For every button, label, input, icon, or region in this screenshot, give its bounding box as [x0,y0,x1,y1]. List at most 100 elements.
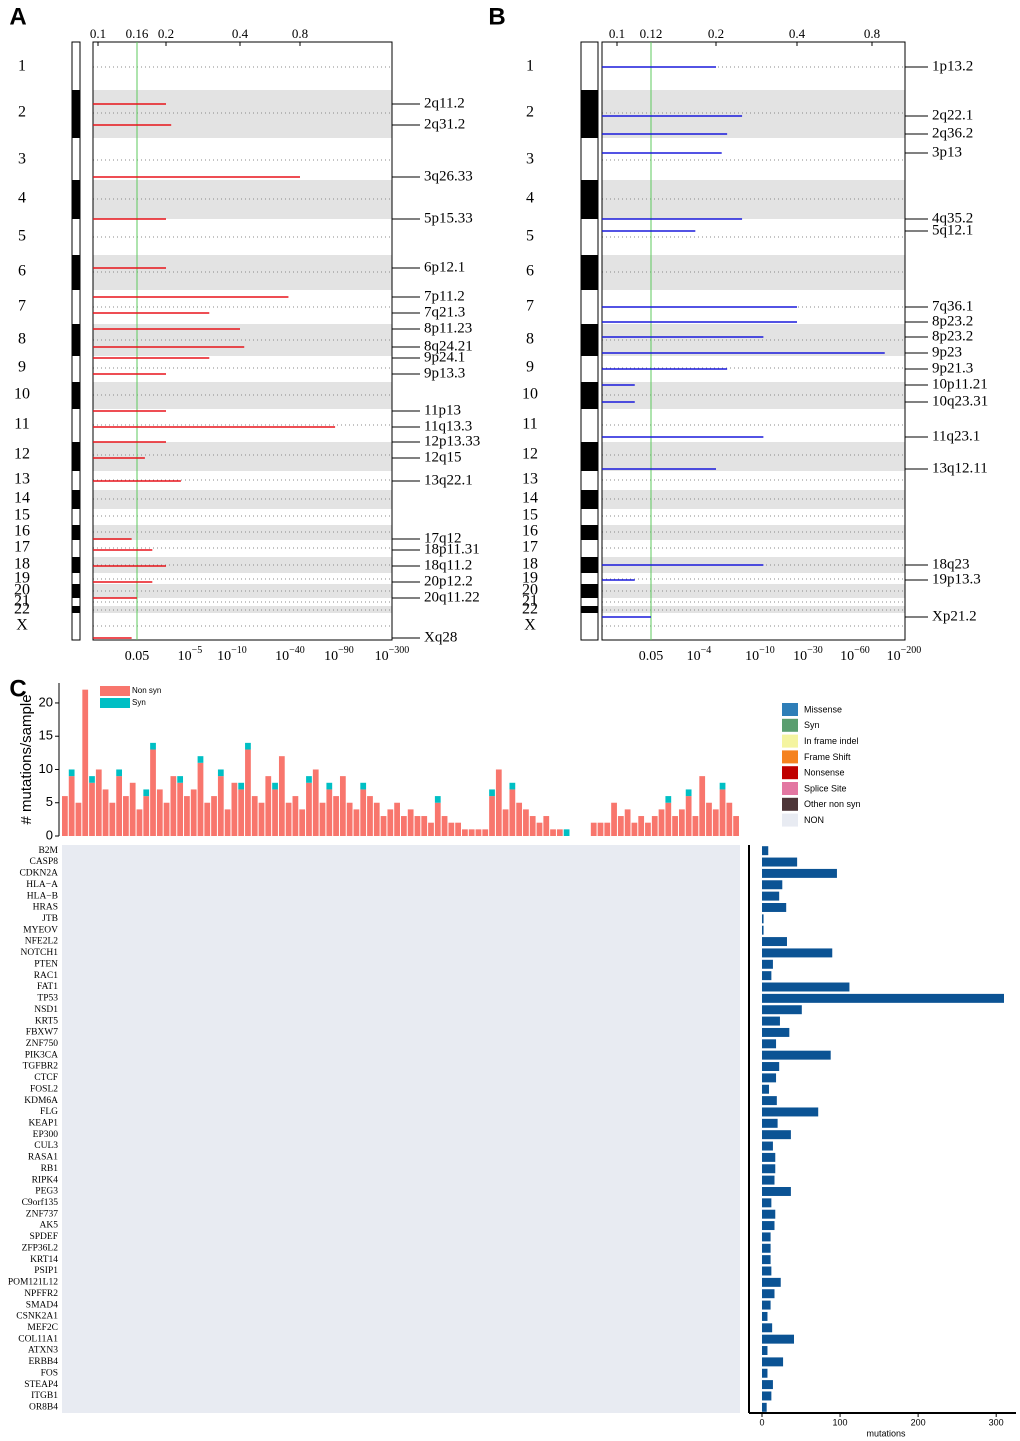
gene-count-bar [762,1152,776,1162]
gene-count-bar [762,1232,771,1242]
chromosome-label: 15 [14,507,30,524]
ideogram-block [581,557,598,573]
x-tick-label: 0.2 [708,26,724,41]
mutation-bar [651,816,658,836]
mutation-bar [489,789,495,797]
gene-count-bar [762,982,850,992]
gene-count-bar [762,1187,791,1196]
x-tick-label: 0.1 [90,26,106,41]
gene-label: ZNF750 [26,1039,58,1049]
mutation-bar [197,762,204,836]
mutation-bar [143,796,150,836]
chromosome-label: 12 [14,446,30,463]
variant-swatch [782,797,798,811]
mutation-bar [516,802,523,836]
mutation-bar [265,776,272,836]
mutation-bar [238,782,245,790]
mutation-bar [217,776,224,836]
q-tick-base: 10 [840,649,854,664]
peak-label: 11p13 [424,402,461,418]
mutation-bar [678,809,685,836]
mutation-bar [116,776,123,836]
gene-label: KEAP1 [28,1119,58,1129]
gene-label: OR8B4 [29,1403,58,1413]
gene-count-bar [762,1175,775,1185]
gene-count-bar [762,993,1004,1003]
peak-label: 2q36.2 [932,125,973,141]
mutation-bar [502,809,509,836]
gene-count-bar [762,1084,770,1094]
ideogram-block [581,606,598,613]
count-tick-label: 100 [833,1417,848,1427]
peak-label: Xq28 [424,629,457,645]
even-chromosome-band [93,525,392,540]
even-chromosome-band [602,606,905,613]
chromosome-label: 18 [522,556,538,573]
mutation-bar [380,816,387,836]
legend-label: Non syn [132,686,161,695]
gene-count-bar [762,948,833,958]
ideogram-block [581,382,598,409]
gene-label: STEAP4 [24,1380,58,1390]
y-tick-label: 10 [39,761,53,776]
gene-count-bar [762,1016,780,1026]
gene-label: KRT14 [30,1255,58,1265]
gene-count-bar [762,937,787,947]
gene-count-bar [762,1118,778,1128]
gene-label: TP53 [37,994,58,1004]
mutation-bar [543,816,550,836]
variant-label: NON [804,815,824,825]
gene-label: ERBB4 [28,1357,58,1367]
chromosome-label: 15 [522,507,538,524]
gene-count-bar [762,1096,777,1106]
mutation-bar [468,829,475,836]
q-tick-label: 10−40 [275,645,305,664]
x-tick-label: 0.12 [640,26,663,41]
gene-count-bar [762,1062,780,1071]
q-tick-base: 10 [687,649,701,664]
ideogram-block [72,442,80,471]
gene-label: TGFBR2 [23,1062,59,1072]
ideogram-block [72,557,80,573]
even-chromosome-band [602,180,905,219]
mutation-bar [278,756,285,836]
mutation-bar [414,816,421,836]
legend-swatch [100,686,130,696]
q-tick-label: 0.05 [125,649,150,664]
gene-label: PTEN [34,959,58,969]
peak-label: 13q12.11 [932,460,988,476]
variant-swatch [782,703,798,716]
q-tick-label: 10−30 [793,645,823,664]
gene-count-bar [762,1380,773,1390]
gene-count-bar [762,891,780,901]
peak-label: 10q23.31 [932,393,988,409]
mutation-bar [190,789,197,836]
gene-label: HRAS [33,903,58,913]
variant-label: Nonsense [804,768,845,778]
peak-label: 7q36.1 [932,298,973,314]
gene-label: CTCF [34,1073,58,1083]
y-axis-title: # mutations/sample [18,694,35,824]
mutation-bar [292,796,299,836]
plot-frame [92,41,393,641]
q-tick-exponent: −4 [701,645,712,656]
chromosome-label: 10 [522,386,538,403]
peak-label: 2q22.1 [932,107,973,123]
gene-label: ZNF737 [26,1209,58,1219]
ideogram-block [72,606,80,613]
peak-label: 9p21.3 [932,360,973,376]
even-chromosome-band [602,90,905,138]
mutation-bar [448,822,455,836]
gene-count-bar [762,1368,768,1378]
y-tick-label: 0 [46,827,53,842]
panel-label: B [488,3,505,30]
mutation-bar [150,742,156,750]
gene-count-bar [762,1391,772,1401]
gene-count-bar [762,1005,802,1015]
gene-label: NOTCH1 [21,948,59,958]
ideogram-block [72,324,80,356]
mutation-bar [624,809,631,836]
q-tick-exponent: −90 [338,645,354,656]
gene-label: KRT5 [35,1016,58,1026]
mutation-bar [685,789,692,797]
